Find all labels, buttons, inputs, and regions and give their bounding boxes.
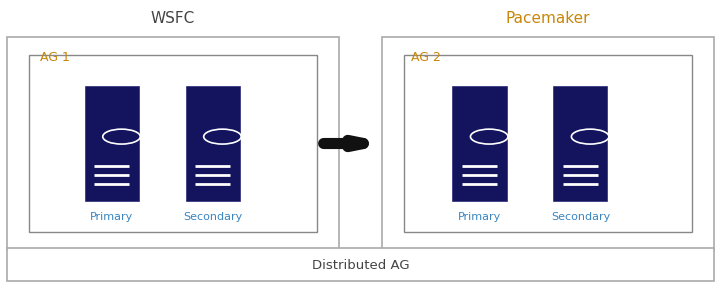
Text: Secondary: Secondary (551, 212, 610, 222)
Circle shape (103, 129, 140, 144)
FancyBboxPatch shape (29, 55, 317, 232)
Text: Primary: Primary (90, 212, 133, 222)
Text: Primary: Primary (458, 212, 501, 222)
Text: Distributed AG: Distributed AG (311, 259, 410, 272)
FancyBboxPatch shape (85, 86, 138, 201)
FancyBboxPatch shape (7, 37, 339, 250)
FancyBboxPatch shape (554, 86, 607, 201)
FancyBboxPatch shape (186, 86, 239, 201)
Circle shape (470, 129, 508, 144)
Text: Pacemaker: Pacemaker (505, 11, 590, 26)
Circle shape (203, 129, 241, 144)
Circle shape (572, 129, 609, 144)
Text: Secondary: Secondary (183, 212, 242, 222)
Text: AG 2: AG 2 (411, 51, 441, 64)
Text: WSFC: WSFC (151, 11, 195, 26)
FancyBboxPatch shape (404, 55, 692, 232)
FancyBboxPatch shape (382, 37, 714, 250)
FancyBboxPatch shape (453, 86, 506, 201)
FancyBboxPatch shape (7, 248, 714, 281)
Text: AG 1: AG 1 (40, 51, 69, 64)
